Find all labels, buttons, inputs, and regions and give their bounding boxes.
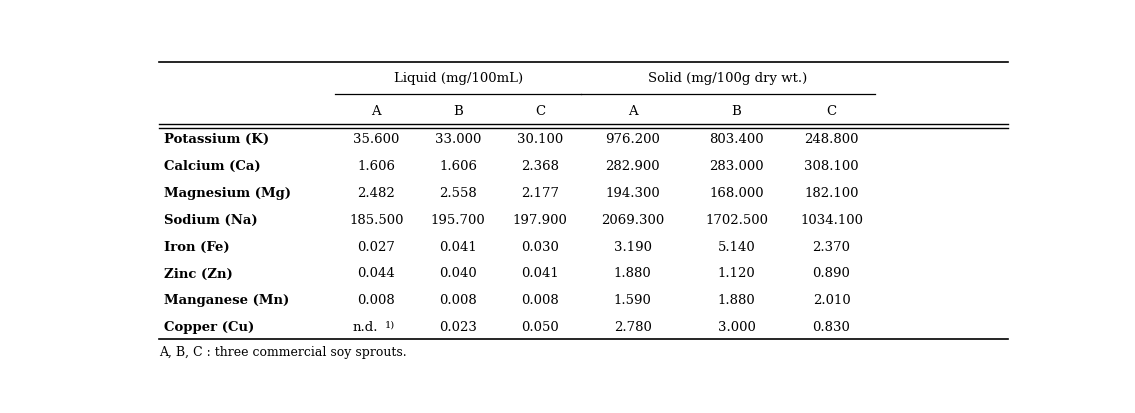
Text: Copper (Cu): Copper (Cu) — [163, 321, 254, 335]
Text: Solid (mg/100g dry wt.): Solid (mg/100g dry wt.) — [648, 72, 807, 85]
Text: 0.050: 0.050 — [521, 321, 558, 335]
Text: 2.558: 2.558 — [439, 187, 477, 199]
Text: Magnesium (Mg): Magnesium (Mg) — [163, 187, 291, 199]
Text: 2.780: 2.780 — [614, 321, 651, 335]
Text: 3.190: 3.190 — [614, 240, 651, 254]
Text: 1.606: 1.606 — [358, 160, 395, 173]
Text: 2.368: 2.368 — [521, 160, 558, 173]
Text: 2.010: 2.010 — [813, 294, 850, 307]
Text: A: A — [371, 104, 381, 118]
Text: 308.100: 308.100 — [805, 160, 859, 173]
Text: 803.400: 803.400 — [709, 133, 764, 146]
Text: 30.100: 30.100 — [516, 133, 563, 146]
Text: 0.008: 0.008 — [439, 294, 477, 307]
Text: 283.000: 283.000 — [709, 160, 764, 173]
Text: 194.300: 194.300 — [605, 187, 661, 199]
Text: 2069.300: 2069.300 — [602, 214, 664, 227]
Text: 0.008: 0.008 — [358, 294, 395, 307]
Text: B: B — [453, 104, 463, 118]
Text: n.d.: n.d. — [353, 321, 378, 335]
Text: 2.482: 2.482 — [358, 187, 395, 199]
Text: 0.041: 0.041 — [439, 240, 477, 254]
Text: C: C — [826, 104, 836, 118]
Text: Manganese (Mn): Manganese (Mn) — [163, 294, 289, 307]
Text: 1.120: 1.120 — [717, 268, 756, 280]
Text: 2.370: 2.370 — [813, 240, 850, 254]
Text: 2.177: 2.177 — [521, 187, 558, 199]
Text: Potassium (K): Potassium (K) — [163, 133, 269, 146]
Text: C: C — [535, 104, 545, 118]
Text: B: B — [732, 104, 741, 118]
Text: 1.880: 1.880 — [717, 294, 756, 307]
Text: 197.900: 197.900 — [513, 214, 568, 227]
Text: Calcium (Ca): Calcium (Ca) — [163, 160, 261, 173]
Text: 976.200: 976.200 — [605, 133, 661, 146]
Text: 0.040: 0.040 — [439, 268, 477, 280]
Text: 1.880: 1.880 — [614, 268, 651, 280]
Text: 248.800: 248.800 — [805, 133, 859, 146]
Text: Iron (Fe): Iron (Fe) — [163, 240, 229, 254]
Text: 1): 1) — [385, 320, 395, 330]
Text: Sodium (Na): Sodium (Na) — [163, 214, 258, 227]
Text: 0.008: 0.008 — [521, 294, 558, 307]
Text: 168.000: 168.000 — [709, 187, 764, 199]
Text: 0.030: 0.030 — [521, 240, 558, 254]
Text: 195.700: 195.700 — [430, 214, 486, 227]
Text: A, B, C : three commercial soy sprouts.: A, B, C : three commercial soy sprouts. — [159, 346, 407, 359]
Text: 182.100: 182.100 — [805, 187, 859, 199]
Text: 282.900: 282.900 — [605, 160, 661, 173]
Text: 0.023: 0.023 — [439, 321, 477, 335]
Text: 1.590: 1.590 — [614, 294, 651, 307]
Text: 0.041: 0.041 — [521, 268, 558, 280]
Text: 1.606: 1.606 — [439, 160, 477, 173]
Text: 35.600: 35.600 — [353, 133, 400, 146]
Text: 0.027: 0.027 — [358, 240, 395, 254]
Text: 1034.100: 1034.100 — [800, 214, 863, 227]
Text: 33.000: 33.000 — [435, 133, 481, 146]
Text: A: A — [628, 104, 638, 118]
Text: 0.890: 0.890 — [813, 268, 850, 280]
Text: 5.140: 5.140 — [717, 240, 756, 254]
Text: 0.044: 0.044 — [358, 268, 395, 280]
Text: Liquid (mg/100mL): Liquid (mg/100mL) — [394, 72, 522, 85]
Text: 3.000: 3.000 — [717, 321, 756, 335]
Text: 185.500: 185.500 — [350, 214, 404, 227]
Text: Zinc (Zn): Zinc (Zn) — [163, 268, 233, 280]
Text: 1702.500: 1702.500 — [705, 214, 768, 227]
Text: 0.830: 0.830 — [813, 321, 850, 335]
